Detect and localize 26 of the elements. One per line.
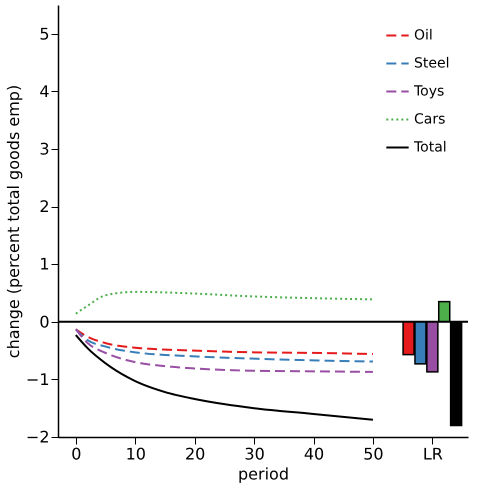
y-tick-label: 1 (39, 254, 50, 274)
legend-label: Total (413, 140, 447, 156)
line-series (74, 328, 374, 356)
line-series (74, 290, 374, 315)
x-tick-label: 40 (304, 444, 324, 464)
y-tick-label: 0 (39, 312, 50, 332)
y-tick-label: −2 (26, 428, 50, 446)
legend-label: Toys (413, 84, 444, 100)
x-tick-label: 0 (71, 444, 82, 464)
y-axis-title: change (percent total goods emp) (4, 84, 23, 358)
x-axis-title: period (238, 464, 289, 484)
legend-label: Oil (414, 28, 433, 44)
x-tick-label: 10 (126, 444, 146, 464)
y-tick-label: 4 (39, 82, 50, 101)
x-tick-label: LR (422, 444, 443, 464)
y-tick-label: 5 (39, 24, 50, 44)
x-tick-label: 30 (244, 444, 265, 464)
y-tick-label: 3 (39, 140, 50, 158)
legend-label: Cars (414, 112, 446, 128)
y-tick-label: −1 (26, 370, 50, 389)
line-series (74, 334, 374, 421)
y-tick-label: 2 (39, 197, 50, 216)
x-tick-label: 50 (363, 444, 384, 464)
x-tick-label: 20 (184, 444, 206, 464)
legend-label: Steel (414, 56, 450, 72)
line-series (74, 328, 374, 373)
